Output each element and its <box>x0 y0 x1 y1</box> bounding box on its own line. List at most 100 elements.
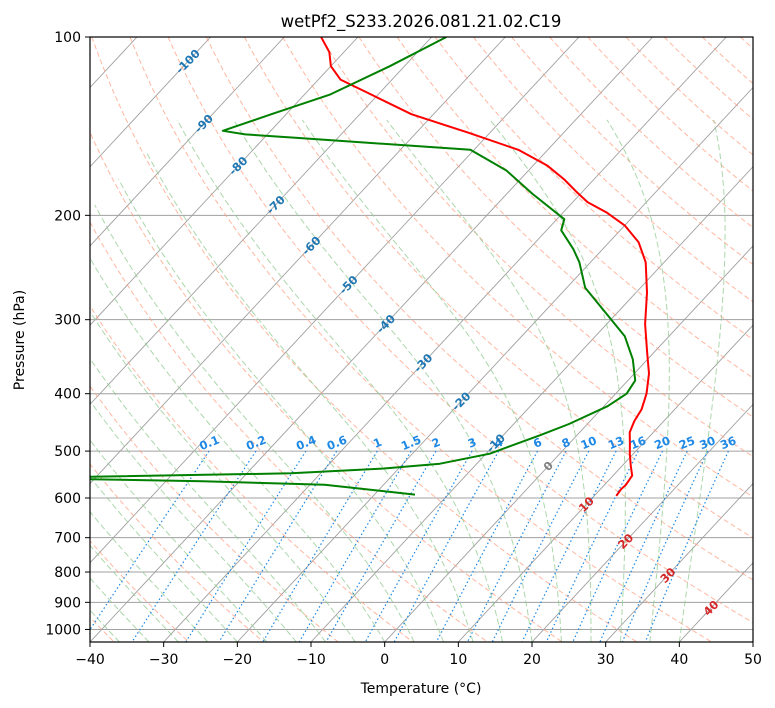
x-axis: −40 −30 −20 −10 0 10 20 30 40 50 <box>75 642 762 668</box>
mixing-ratio-label: 30 <box>697 433 717 452</box>
mixing-ratio-line <box>298 450 412 642</box>
mixing-ratio-line <box>262 450 378 642</box>
x-tick-label: −10 <box>296 652 326 668</box>
dry-adiabat-line <box>244 37 753 539</box>
y-tick-label: 500 <box>54 444 81 460</box>
dry-adiabat-line <box>91 37 638 642</box>
y-tick-label: 200 <box>54 208 81 224</box>
moist-adiabat-line <box>145 151 474 642</box>
mixing-ratio-line <box>325 450 437 642</box>
mixing-ratio-label: 25 <box>677 433 697 452</box>
dry-adiabat-line <box>740 37 753 50</box>
x-tick-label: −40 <box>75 652 105 668</box>
isotherm-line <box>90 37 211 168</box>
mixing-ratio-line <box>491 450 590 642</box>
dry-adiabat-line <box>90 385 339 642</box>
mixing-ratio-line <box>185 450 307 642</box>
mixing-ratio-line <box>621 450 709 642</box>
x-tick-label: 10 <box>449 652 467 668</box>
mixing-ratio-label: 0.4 <box>294 433 318 454</box>
y-axis: 100 200 300 400 500 600 700 800 900 1000 <box>45 30 90 638</box>
y-tick-label: 700 <box>54 531 81 547</box>
dry-adiabat-line <box>663 37 753 120</box>
y-tick-label: 100 <box>54 30 81 46</box>
plot-frame <box>89 36 754 643</box>
mixing-ratio-line <box>218 450 338 642</box>
dry-adiabat-line <box>625 37 753 156</box>
moist-adiabat-line <box>606 119 670 642</box>
moist-adiabat-line <box>90 310 356 642</box>
mixing-ratio-label: 0.2 <box>244 432 268 453</box>
background-lines <box>90 37 753 642</box>
x-axis-label: Temperature (°C) <box>360 681 482 697</box>
dry-adiabat-line <box>701 37 753 85</box>
mixing-ratio-label: 13 <box>606 433 626 452</box>
y-tick-label: 300 <box>54 313 81 329</box>
dry-adiabat-line <box>320 37 753 458</box>
mixing-ratio-label: 36 <box>718 433 738 452</box>
dry-adiabat-line <box>511 37 753 266</box>
dry-adiabat-line <box>90 131 563 642</box>
y-tick-label: 600 <box>54 491 81 507</box>
isotherm-line <box>384 245 753 642</box>
isotherm-label: -100 <box>173 46 203 76</box>
x-tick-label: −30 <box>149 652 179 668</box>
chart-title: wetPf2_S233.2026.081.21.02.C19 <box>281 12 562 32</box>
x-tick-label: 40 <box>670 652 688 668</box>
moist-adiabat-line <box>90 511 209 642</box>
mixing-ratio-line <box>545 450 639 642</box>
mixing-ratio-line <box>466 450 567 642</box>
mixing-ratio-label: 6 <box>531 435 544 451</box>
mixing-ratio-label: 10 <box>579 433 599 452</box>
dry-adiabat-line <box>396 37 753 379</box>
moist-adiabat-line <box>94 204 415 642</box>
y-tick-label: 400 <box>54 387 81 403</box>
mixing-ratio-label: 20 <box>652 433 672 452</box>
line-labels: 0.1 0.2 0.4 0.6 1 1.5 2 3 4 6 8 10 13 16 20 25 30 36-100-… <box>173 46 738 618</box>
mixing-ratio-line <box>435 450 539 642</box>
moist-adiabat-line <box>90 439 268 642</box>
isotherm-line <box>163 37 727 642</box>
isotherm-line <box>752 641 753 642</box>
isotherm-line <box>90 37 580 564</box>
dry-adiabat-line <box>90 540 190 642</box>
dry-adiabat-line <box>129 37 712 642</box>
mixing-ratio-label: 3 <box>466 435 479 451</box>
x-tick-label: 50 <box>744 652 762 668</box>
dry-adiabat-line <box>90 221 488 642</box>
dry-adiabat-line <box>549 37 753 229</box>
mixing-ratio-line <box>393 450 500 642</box>
y-tick-label: 800 <box>54 565 81 581</box>
mixing-ratio-label: 2 <box>430 435 443 451</box>
y-tick-label: 900 <box>54 595 81 611</box>
isotherm-line <box>531 403 753 642</box>
dry-adiabat-line <box>90 304 414 642</box>
isotherm-line <box>90 37 359 326</box>
isotherm-line <box>237 86 753 642</box>
x-tick-label: 20 <box>523 652 541 668</box>
isotherm-line <box>90 37 432 406</box>
y-tick-label: 1000 <box>45 622 81 638</box>
isotherm-line <box>605 482 753 642</box>
dry-adiabat-line <box>434 37 753 341</box>
moist-adiabat-line <box>489 119 626 642</box>
moist-adiabat-line <box>118 179 445 642</box>
moist-adiabat-line <box>176 119 503 642</box>
profile-lines <box>90 37 650 497</box>
temperature-profile-line <box>320 37 650 497</box>
isotherm-line <box>90 37 653 642</box>
mixing-ratio-line <box>644 450 729 642</box>
moist-adiabat-line <box>90 257 386 642</box>
x-tick-label: 30 <box>597 652 615 668</box>
moist-adiabat-line <box>90 357 327 642</box>
dry-adiabat-line <box>282 37 753 498</box>
mixing-ratio-line <box>364 450 473 642</box>
mixing-ratio-line <box>572 450 664 642</box>
dewpoint-profile-line <box>90 37 637 496</box>
dry-adiabat-line <box>205 37 753 581</box>
moist-adiabat-line <box>301 119 562 642</box>
mixing-ratio-line <box>521 450 617 642</box>
mixing-ratio-label: 1.5 <box>399 432 423 453</box>
x-tick-label: −20 <box>223 652 253 668</box>
